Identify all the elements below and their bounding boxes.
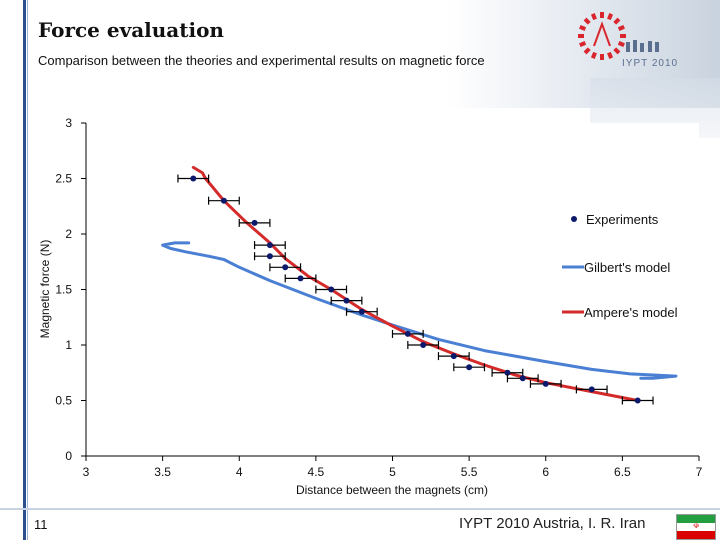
data-point	[506, 374, 539, 383]
x-tick-label: 6.5	[614, 465, 631, 479]
data-point	[391, 329, 424, 338]
legend-entry: Gilbert's model	[562, 260, 670, 275]
data-point	[330, 296, 363, 305]
y-tick-label: 3	[65, 116, 72, 130]
data-point	[238, 218, 271, 227]
y-tick-label: 1.5	[55, 283, 72, 297]
y-tick-label: 2.5	[55, 172, 72, 186]
footer-bar	[0, 508, 720, 510]
slide-subtitle: Comparison between the theories and expe…	[38, 53, 485, 68]
series-line-gilbert	[161, 241, 678, 380]
x-tick-label: 4	[236, 465, 243, 479]
data-point	[208, 196, 240, 205]
data-point	[453, 363, 486, 372]
data-point	[529, 379, 562, 388]
x-tick-label: 5	[389, 465, 396, 479]
footer-text: IYPT 2010 Austria, I. R. Iran	[459, 515, 646, 532]
logo-icon	[578, 12, 659, 60]
data-point	[345, 307, 378, 316]
x-tick-label: 7	[696, 465, 703, 479]
x-axis-label: Distance between the magnets (cm)	[296, 483, 488, 497]
data-point	[621, 396, 654, 405]
plot-area	[86, 123, 699, 456]
logo-text: IYPT 2010	[622, 58, 679, 69]
y-tick-label: 1	[65, 338, 72, 352]
x-tick-label: 6	[542, 465, 549, 479]
left-accent-rule	[23, 0, 26, 540]
legend-label: Gilbert's model	[584, 260, 670, 275]
data-point	[437, 352, 470, 361]
y-tick-label: 0.5	[55, 394, 72, 408]
y-tick-label: 0	[65, 449, 72, 463]
slide-title: Force evaluation	[38, 18, 224, 42]
data-point	[575, 385, 608, 394]
x-tick-label: 5.5	[461, 465, 478, 479]
page-number: 11	[34, 517, 48, 532]
data-point	[177, 174, 210, 183]
legend-label: Experiments	[586, 212, 659, 227]
x-tick-label: 3	[83, 465, 90, 479]
left-accent-rule-thin	[27, 0, 28, 540]
data-point	[284, 274, 317, 283]
y-axis-label: Magnetic force (N)	[38, 240, 52, 339]
x-tick-label: 3.5	[154, 465, 171, 479]
data-point	[315, 285, 348, 294]
data-point	[253, 241, 286, 250]
x-tick-label: 4.5	[308, 465, 325, 479]
data-point	[253, 252, 286, 261]
data-point	[269, 263, 302, 272]
legend-label: Ampere's model	[584, 305, 678, 320]
data-point	[407, 341, 440, 349]
force-chart: 3 3.5 4 4.5 5 5.5 6 6.5 7 0 0.5 1 1.5 2 2.5 3 Distance…	[38, 116, 703, 497]
y-tick-label: 2	[65, 227, 72, 241]
iypt-logo: IYPT 2010	[560, 4, 690, 78]
legend-entry: Ampere's model	[562, 305, 678, 320]
iran-flag-icon: ☫	[676, 514, 716, 540]
legend-entry: Experiments	[571, 212, 659, 227]
